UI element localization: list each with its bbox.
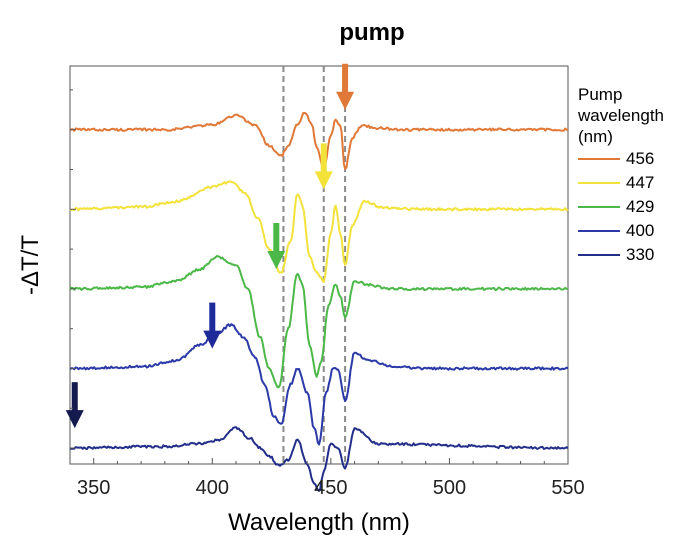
legend-label: 330: [626, 245, 655, 264]
legend-item: 330: [578, 243, 686, 267]
arrow-head-400: [203, 330, 222, 349]
arrow-head-330: [65, 410, 84, 429]
x-tick-label: 550: [551, 477, 584, 499]
legend-item: 400: [578, 219, 686, 243]
x-tick-label: 450: [314, 477, 347, 499]
legend-label: 400: [626, 221, 655, 240]
legend-label: 429: [626, 197, 655, 216]
x-axis-label: Wavelength (nm): [228, 509, 410, 536]
dashed-reference-lines: [282, 66, 347, 464]
arrow-shaft-330: [71, 382, 78, 413]
plot-frame: [69, 65, 569, 465]
series-line-330: [69, 426, 569, 492]
y-axis-label: -ΔT/T: [17, 235, 44, 295]
legend-swatch: [578, 206, 620, 208]
series-line-429: [69, 255, 569, 389]
legend-swatch: [578, 230, 620, 232]
arrow-shaft-447: [320, 143, 327, 174]
legend-item: 456: [578, 147, 686, 171]
arrow-shaft-400: [209, 302, 216, 333]
legend-item: 429: [578, 195, 686, 219]
x-axis-ticks: 350 400 450 500 550: [69, 458, 585, 499]
series-line-456: [69, 112, 568, 172]
legend-title-line: (nm): [578, 127, 613, 146]
series-line-447: [69, 180, 569, 283]
chart-title: pump: [339, 19, 404, 46]
legend-swatch: [578, 182, 620, 184]
arrow-shaft-429: [273, 222, 280, 253]
legend-title: Pump wavelength (nm): [578, 84, 686, 147]
y-axis-ticks: [70, 89, 76, 449]
arrow-head-447: [314, 171, 333, 190]
legend-items: 456 447 429 400 330: [578, 147, 686, 267]
legend-label: 456: [626, 149, 655, 168]
legend-item: 447: [578, 171, 686, 195]
series-layer: [69, 112, 569, 492]
series-line-400: [69, 323, 569, 446]
arrows-layer: [65, 63, 355, 429]
legend-title-line: Pump: [578, 85, 623, 104]
arrow-head-456: [336, 91, 355, 110]
arrow-head-429: [267, 250, 286, 269]
arrow-shaft-456: [342, 63, 349, 94]
legend-label: 447: [626, 173, 655, 192]
x-tick-label: 500: [433, 477, 466, 499]
legend-swatch: [578, 254, 620, 256]
legend-swatch: [578, 158, 620, 160]
legend-title-line: wavelength: [578, 106, 665, 125]
x-tick-label: 400: [196, 477, 229, 499]
legend: Pump wavelength (nm) 456 447 429 400 330: [578, 84, 686, 267]
x-tick-label: 350: [77, 477, 110, 499]
